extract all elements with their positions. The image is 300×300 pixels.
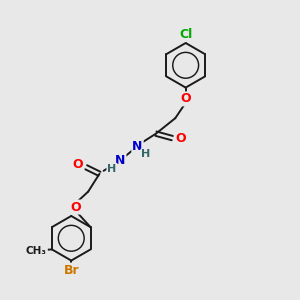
Text: O: O: [73, 158, 83, 171]
Text: H: H: [141, 149, 151, 160]
Text: H: H: [107, 164, 117, 174]
Text: N: N: [132, 140, 143, 153]
Text: O: O: [180, 92, 191, 105]
Text: CH₃: CH₃: [26, 246, 47, 256]
Text: Br: Br: [63, 264, 79, 277]
Text: O: O: [175, 132, 186, 145]
Text: O: O: [70, 201, 81, 214]
Text: N: N: [115, 154, 125, 167]
Text: Cl: Cl: [179, 28, 192, 41]
